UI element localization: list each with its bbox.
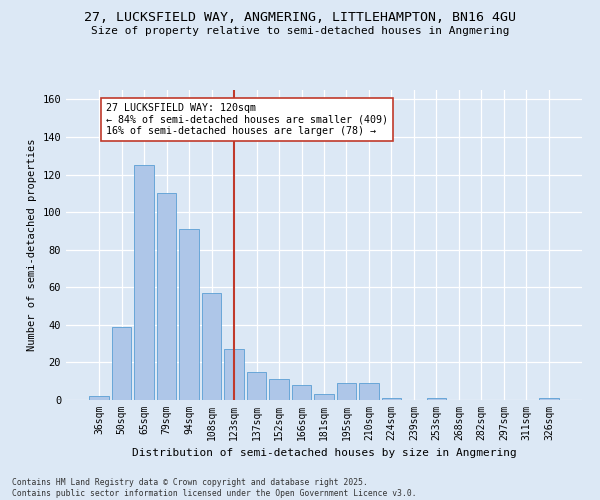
Bar: [337, 383, 356, 400]
Bar: [202, 293, 221, 400]
Bar: [247, 372, 266, 400]
Bar: [134, 165, 154, 400]
Bar: [359, 383, 379, 400]
Bar: [427, 398, 446, 400]
Bar: [269, 380, 289, 400]
X-axis label: Distribution of semi-detached houses by size in Angmering: Distribution of semi-detached houses by …: [131, 448, 517, 458]
Text: Size of property relative to semi-detached houses in Angmering: Size of property relative to semi-detach…: [91, 26, 509, 36]
Bar: [224, 350, 244, 400]
Bar: [112, 326, 131, 400]
Text: 27 LUCKSFIELD WAY: 120sqm
← 84% of semi-detached houses are smaller (409)
16% of: 27 LUCKSFIELD WAY: 120sqm ← 84% of semi-…: [106, 103, 388, 136]
Bar: [292, 385, 311, 400]
Text: Contains HM Land Registry data © Crown copyright and database right 2025.
Contai: Contains HM Land Registry data © Crown c…: [12, 478, 416, 498]
Bar: [314, 394, 334, 400]
Bar: [539, 398, 559, 400]
Bar: [179, 229, 199, 400]
Bar: [157, 194, 176, 400]
Y-axis label: Number of semi-detached properties: Number of semi-detached properties: [27, 138, 37, 351]
Bar: [382, 398, 401, 400]
Text: 27, LUCKSFIELD WAY, ANGMERING, LITTLEHAMPTON, BN16 4GU: 27, LUCKSFIELD WAY, ANGMERING, LITTLEHAM…: [84, 11, 516, 24]
Bar: [89, 396, 109, 400]
